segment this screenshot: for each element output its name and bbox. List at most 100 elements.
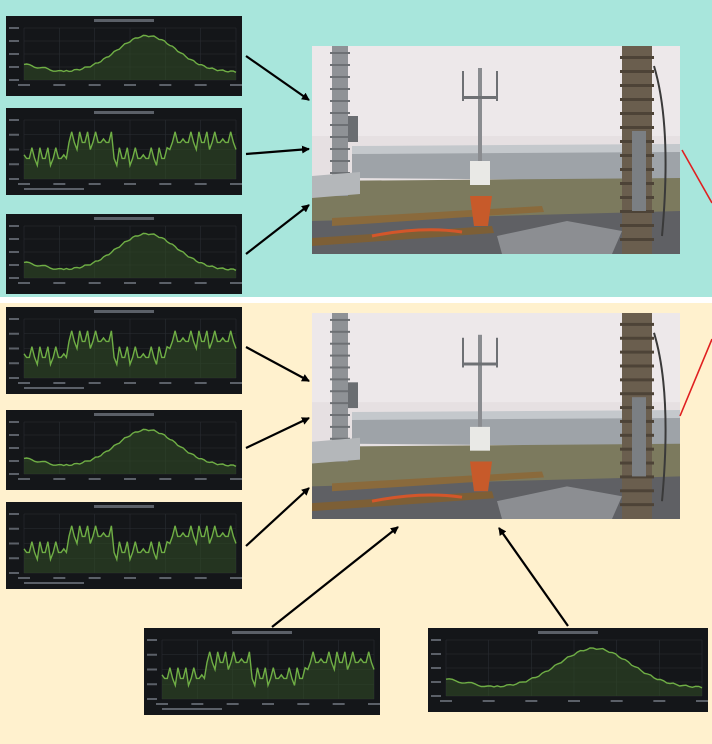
tower-band <box>620 350 654 354</box>
x-tick-mark <box>18 478 30 480</box>
x-tick-mark <box>230 84 242 86</box>
tower-band <box>620 392 654 396</box>
series-area <box>446 647 702 696</box>
tower-band <box>620 378 654 382</box>
x-tick-mark <box>18 382 30 384</box>
sensor-enclosure <box>470 426 490 451</box>
tower-rung <box>330 342 350 345</box>
x-tick-mark <box>159 478 172 480</box>
y-tick-mark <box>147 698 157 700</box>
temperature-chart-thumbnail <box>6 16 242 96</box>
tower-band <box>620 224 654 227</box>
rooftop-station-photo <box>312 46 680 254</box>
x-tick-mark <box>88 84 101 86</box>
photo-illustration <box>312 46 680 254</box>
y-tick-mark <box>9 264 19 266</box>
series-line <box>161 651 375 689</box>
x-tick-mark <box>53 282 66 284</box>
tower-rung <box>330 88 350 90</box>
status-chart-thumbnail <box>144 628 380 715</box>
x-tick-mark <box>124 577 136 579</box>
chart-thumbnail-svg <box>9 217 242 284</box>
metal-grating <box>497 486 622 519</box>
chart-title-mark <box>94 217 154 220</box>
y-tick-mark <box>9 362 19 365</box>
x-tick-mark <box>262 703 274 705</box>
x-tick-mark <box>124 183 136 185</box>
vent-unit <box>312 172 360 198</box>
orange-cable <box>371 228 463 238</box>
sensor-mast <box>478 334 482 444</box>
y-tick-mark <box>9 148 19 151</box>
y-tick-mark <box>9 119 19 121</box>
x-tick-mark <box>482 700 495 702</box>
chart-title-mark <box>94 310 154 313</box>
y-tick-mark <box>9 66 19 68</box>
legend-mark <box>162 708 222 710</box>
parapet-wall <box>352 148 680 181</box>
mast-crossbar <box>462 96 498 99</box>
x-tick-mark <box>88 282 101 284</box>
tower-cable <box>653 65 667 237</box>
x-tick-mark <box>653 700 666 702</box>
x-tick-mark <box>53 382 66 384</box>
status-chart-thumbnail <box>6 108 242 195</box>
x-tick-mark <box>18 84 30 86</box>
x-tick-mark <box>159 183 172 185</box>
x-tick-mark <box>18 183 30 185</box>
y-tick-mark <box>147 639 157 641</box>
y-tick-mark <box>9 542 19 545</box>
vent-unit <box>312 437 360 464</box>
x-tick-mark <box>124 382 136 384</box>
rooftop-station-photo <box>312 313 680 519</box>
x-tick-mark <box>332 703 345 705</box>
x-tick-mark <box>88 382 101 384</box>
tower-band <box>620 238 654 241</box>
y-tick-mark <box>9 572 19 574</box>
chart-title-mark <box>94 413 154 416</box>
y-tick-mark <box>9 79 19 81</box>
tower-rung <box>330 425 350 428</box>
tower-band <box>620 489 654 493</box>
tower-cable <box>653 332 667 502</box>
series-line <box>23 34 237 74</box>
chart-thumbnail-svg <box>9 310 242 389</box>
series-area <box>24 131 236 179</box>
tower-rung <box>330 354 350 357</box>
series-line <box>23 330 237 368</box>
tower-panel <box>632 397 646 477</box>
chart-thumbnail-svg <box>147 631 380 710</box>
legend-mark <box>24 387 84 389</box>
y-tick-mark <box>9 473 19 475</box>
series-area <box>24 233 236 278</box>
x-tick-mark <box>156 703 168 705</box>
left-tower <box>332 46 348 196</box>
tower-band <box>620 84 654 87</box>
tower-rung <box>330 414 350 416</box>
y-tick-mark <box>9 513 19 515</box>
tower-band <box>620 475 654 479</box>
series-line <box>23 131 237 169</box>
metal-grating <box>497 221 622 254</box>
x-tick-mark <box>194 478 207 480</box>
x-tick-mark <box>230 478 242 480</box>
legend-mark <box>24 582 84 584</box>
x-tick-mark <box>696 700 708 702</box>
legend-mark <box>24 188 84 190</box>
chart-thumbnail-svg <box>9 19 242 86</box>
y-tick-mark <box>431 681 441 683</box>
x-tick-mark <box>124 282 136 284</box>
y-tick-mark <box>9 318 19 320</box>
y-tick-mark <box>9 251 19 253</box>
tower-rung <box>330 76 350 78</box>
x-tick-mark <box>297 703 310 705</box>
y-tick-mark <box>9 40 19 42</box>
y-tick-mark <box>9 27 19 29</box>
tower-rung <box>330 402 350 405</box>
y-tick-mark <box>431 667 441 669</box>
y-tick-mark <box>9 527 19 530</box>
series-area <box>24 429 236 474</box>
temperature-chart-thumbnail <box>428 628 708 712</box>
y-tick-mark <box>147 683 157 686</box>
y-tick-mark <box>9 133 19 136</box>
